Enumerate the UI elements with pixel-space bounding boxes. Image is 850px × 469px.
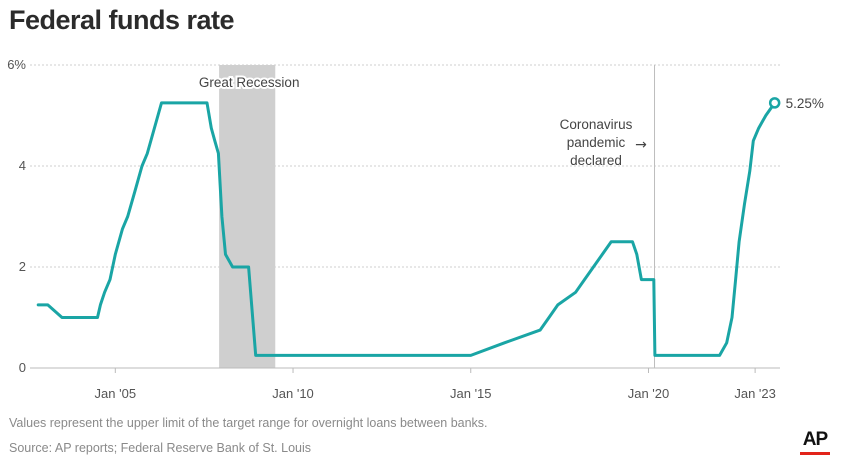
endpoint-marker (768, 97, 781, 109)
recession-layer (219, 65, 276, 368)
y-tick-label: 6% (7, 57, 26, 72)
axis-layer: 6% 4 2 0 Jan '05 Jan '10 Jan '15 Jan '20 Jan '23 (7, 57, 780, 401)
label-layer: Great Recession Coronavirus pandemic declar… (197, 73, 824, 168)
ap-logo-bar (800, 452, 830, 455)
x-tick-label: Jan '10 (272, 386, 314, 401)
source-note: Source: AP reports; Federal Reserve Bank… (9, 441, 312, 455)
y-tick-label: 4 (19, 158, 26, 173)
x-tick-label: Jan '20 (628, 386, 670, 401)
ap-logo: AP (800, 430, 830, 455)
footnote: Values represent the upper limit of the … (9, 416, 488, 430)
pandemic-label-line: declared (570, 153, 622, 168)
recession-band (219, 65, 276, 368)
pandemic-label-line: Coronavirus (560, 117, 633, 132)
x-tick-label: Jan '23 (734, 386, 776, 401)
series-line (36, 101, 777, 357)
x-tick-label: Jan '05 (95, 386, 137, 401)
endpoint-label: 5.25% (786, 96, 824, 111)
pandemic-label-line: pandemic (567, 135, 626, 150)
arrow-icon: → (635, 137, 647, 153)
chart-title: Federal funds rate (9, 5, 235, 35)
recession-label: Great Recession (199, 75, 300, 90)
ap-logo-text: AP (802, 429, 828, 450)
x-tick-label: Jan '15 (450, 386, 492, 401)
series-layer (36, 97, 781, 357)
y-tick-label: 2 (19, 259, 26, 274)
y-tick-label: 0 (19, 360, 26, 375)
